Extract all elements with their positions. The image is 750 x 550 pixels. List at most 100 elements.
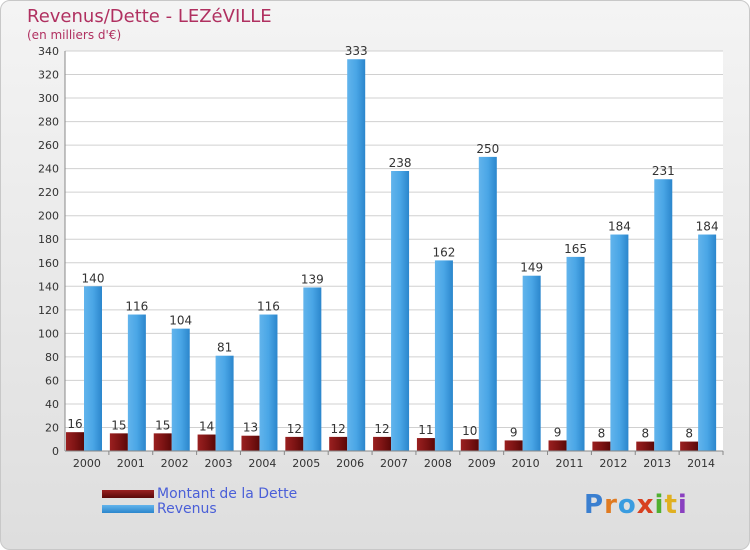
data-label-dette-2009: 10 (462, 424, 477, 438)
data-label-dette-2014: 8 (685, 427, 693, 441)
legend-swatch-revenus (102, 505, 154, 513)
data-label-revenus-2002: 104 (169, 314, 192, 328)
y-tick-label: 80 (45, 351, 59, 364)
data-label-dette-2010: 9 (510, 425, 518, 439)
data-label-revenus-2006: 333 (345, 44, 368, 58)
chart-title: Revenus/Dette - LEZéVILLE (27, 6, 272, 27)
data-label-revenus-2000: 140 (82, 271, 105, 285)
data-label-revenus-2010: 149 (520, 261, 543, 275)
y-tick-label: 0 (52, 445, 59, 458)
y-tick-label: 140 (38, 280, 59, 293)
y-tick-label: 180 (38, 233, 59, 246)
data-label-revenus-2009: 250 (476, 142, 499, 156)
x-tick-label-2006: 2006 (336, 457, 364, 470)
bar-dette-2000 (66, 432, 84, 451)
data-label-dette-2005: 12 (287, 422, 302, 436)
proxiti-logo: Proxiti (584, 490, 688, 520)
data-label-dette-2008: 11 (418, 423, 433, 437)
bar-revenus-2000 (84, 286, 102, 451)
bar-revenus-2012 (610, 234, 629, 451)
bar-revenus-2011 (566, 256, 585, 451)
bar-revenus-2014 (698, 234, 717, 451)
data-label-revenus-2007: 238 (389, 156, 412, 170)
y-tick-label: 260 (38, 139, 59, 152)
legend-label-revenus: Revenus (157, 501, 217, 517)
data-label-revenus-2008: 162 (432, 245, 455, 259)
bar-revenus-2008 (434, 260, 453, 451)
bar-dette-2012 (592, 441, 611, 451)
data-label-revenus-2003: 81 (217, 341, 232, 355)
x-tick-label-2014: 2014 (687, 457, 715, 470)
y-tick-label: 220 (38, 186, 59, 199)
y-tick-label: 60 (45, 374, 59, 387)
y-tick-label: 20 (45, 421, 59, 434)
y-tick-label: 160 (38, 257, 59, 270)
data-label-revenus-2001: 116 (125, 300, 148, 314)
x-tick-label-2005: 2005 (292, 457, 320, 470)
x-tick-label-2011: 2011 (555, 457, 583, 470)
data-label-dette-2000: 16 (67, 417, 82, 431)
data-label-revenus-2005: 139 (301, 272, 324, 286)
x-tick-label-2009: 2009 (468, 457, 496, 470)
data-label-dette-2007: 12 (374, 422, 389, 436)
data-label-revenus-2004: 116 (257, 300, 280, 314)
bar-dette-2014 (680, 441, 699, 451)
y-tick-label: 40 (45, 398, 59, 411)
y-tick-label: 120 (38, 304, 59, 317)
x-tick-label-2002: 2002 (161, 457, 189, 470)
bar-revenus-2002 (171, 328, 190, 451)
bar-dette-2009 (460, 439, 479, 451)
bar-revenus-2013 (654, 179, 673, 451)
x-tick-label-2012: 2012 (599, 457, 627, 470)
bar-dette-2011 (548, 440, 567, 451)
bar-dette-2010 (504, 440, 523, 451)
bar-revenus-2006 (347, 59, 366, 452)
data-label-dette-2013: 8 (641, 427, 649, 441)
x-tick-label-2007: 2007 (380, 457, 408, 470)
bar-revenus-2001 (127, 314, 146, 451)
y-tick-label: 100 (38, 327, 59, 340)
bar-revenus-2007 (391, 171, 410, 451)
bar-dette-2001 (109, 433, 128, 451)
chart-subtitle: (en milliers d'€) (27, 28, 122, 42)
bar-revenus-2010 (522, 275, 541, 451)
data-label-dette-2004: 13 (243, 421, 258, 435)
y-tick-label: 200 (38, 210, 59, 223)
data-label-dette-2001: 15 (111, 418, 126, 432)
legend-label-dette: Montant de la Dette (157, 486, 298, 502)
bar-dette-2004 (241, 435, 260, 451)
y-tick-label: 340 (38, 45, 59, 58)
bar-revenus-2005 (303, 287, 322, 451)
y-tick-label: 320 (38, 69, 59, 82)
data-label-dette-2006: 12 (331, 422, 346, 436)
data-label-dette-2012: 8 (598, 427, 606, 441)
data-label-revenus-2013: 231 (652, 164, 675, 178)
data-label-revenus-2012: 184 (608, 220, 631, 234)
x-tick-label-2010: 2010 (512, 457, 540, 470)
bar-revenus-2004 (259, 314, 278, 451)
bar-dette-2013 (636, 441, 655, 451)
x-tick-label-2013: 2013 (643, 457, 671, 470)
x-tick-label-2000: 2000 (73, 457, 101, 470)
y-tick-label: 240 (38, 163, 59, 176)
data-label-revenus-2011: 165 (564, 242, 587, 256)
bar-dette-2008 (416, 438, 435, 451)
y-tick-label: 280 (38, 116, 59, 129)
data-label-revenus-2014: 184 (696, 220, 719, 234)
bar-revenus-2009 (478, 156, 497, 451)
bar-dette-2006 (329, 436, 348, 451)
x-tick-label-2004: 2004 (248, 457, 276, 470)
x-tick-label-2003: 2003 (205, 457, 233, 470)
data-label-dette-2003: 14 (199, 420, 214, 434)
data-label-dette-2002: 15 (155, 418, 170, 432)
x-tick-label-2001: 2001 (117, 457, 145, 470)
legend-swatch-dette (102, 490, 154, 498)
bar-dette-2007 (373, 436, 392, 451)
x-tick-label-2008: 2008 (424, 457, 452, 470)
data-label-dette-2011: 9 (554, 425, 562, 439)
bar-revenus-2003 (215, 355, 234, 451)
bar-dette-2005 (285, 436, 304, 451)
y-tick-label: 300 (38, 92, 59, 105)
